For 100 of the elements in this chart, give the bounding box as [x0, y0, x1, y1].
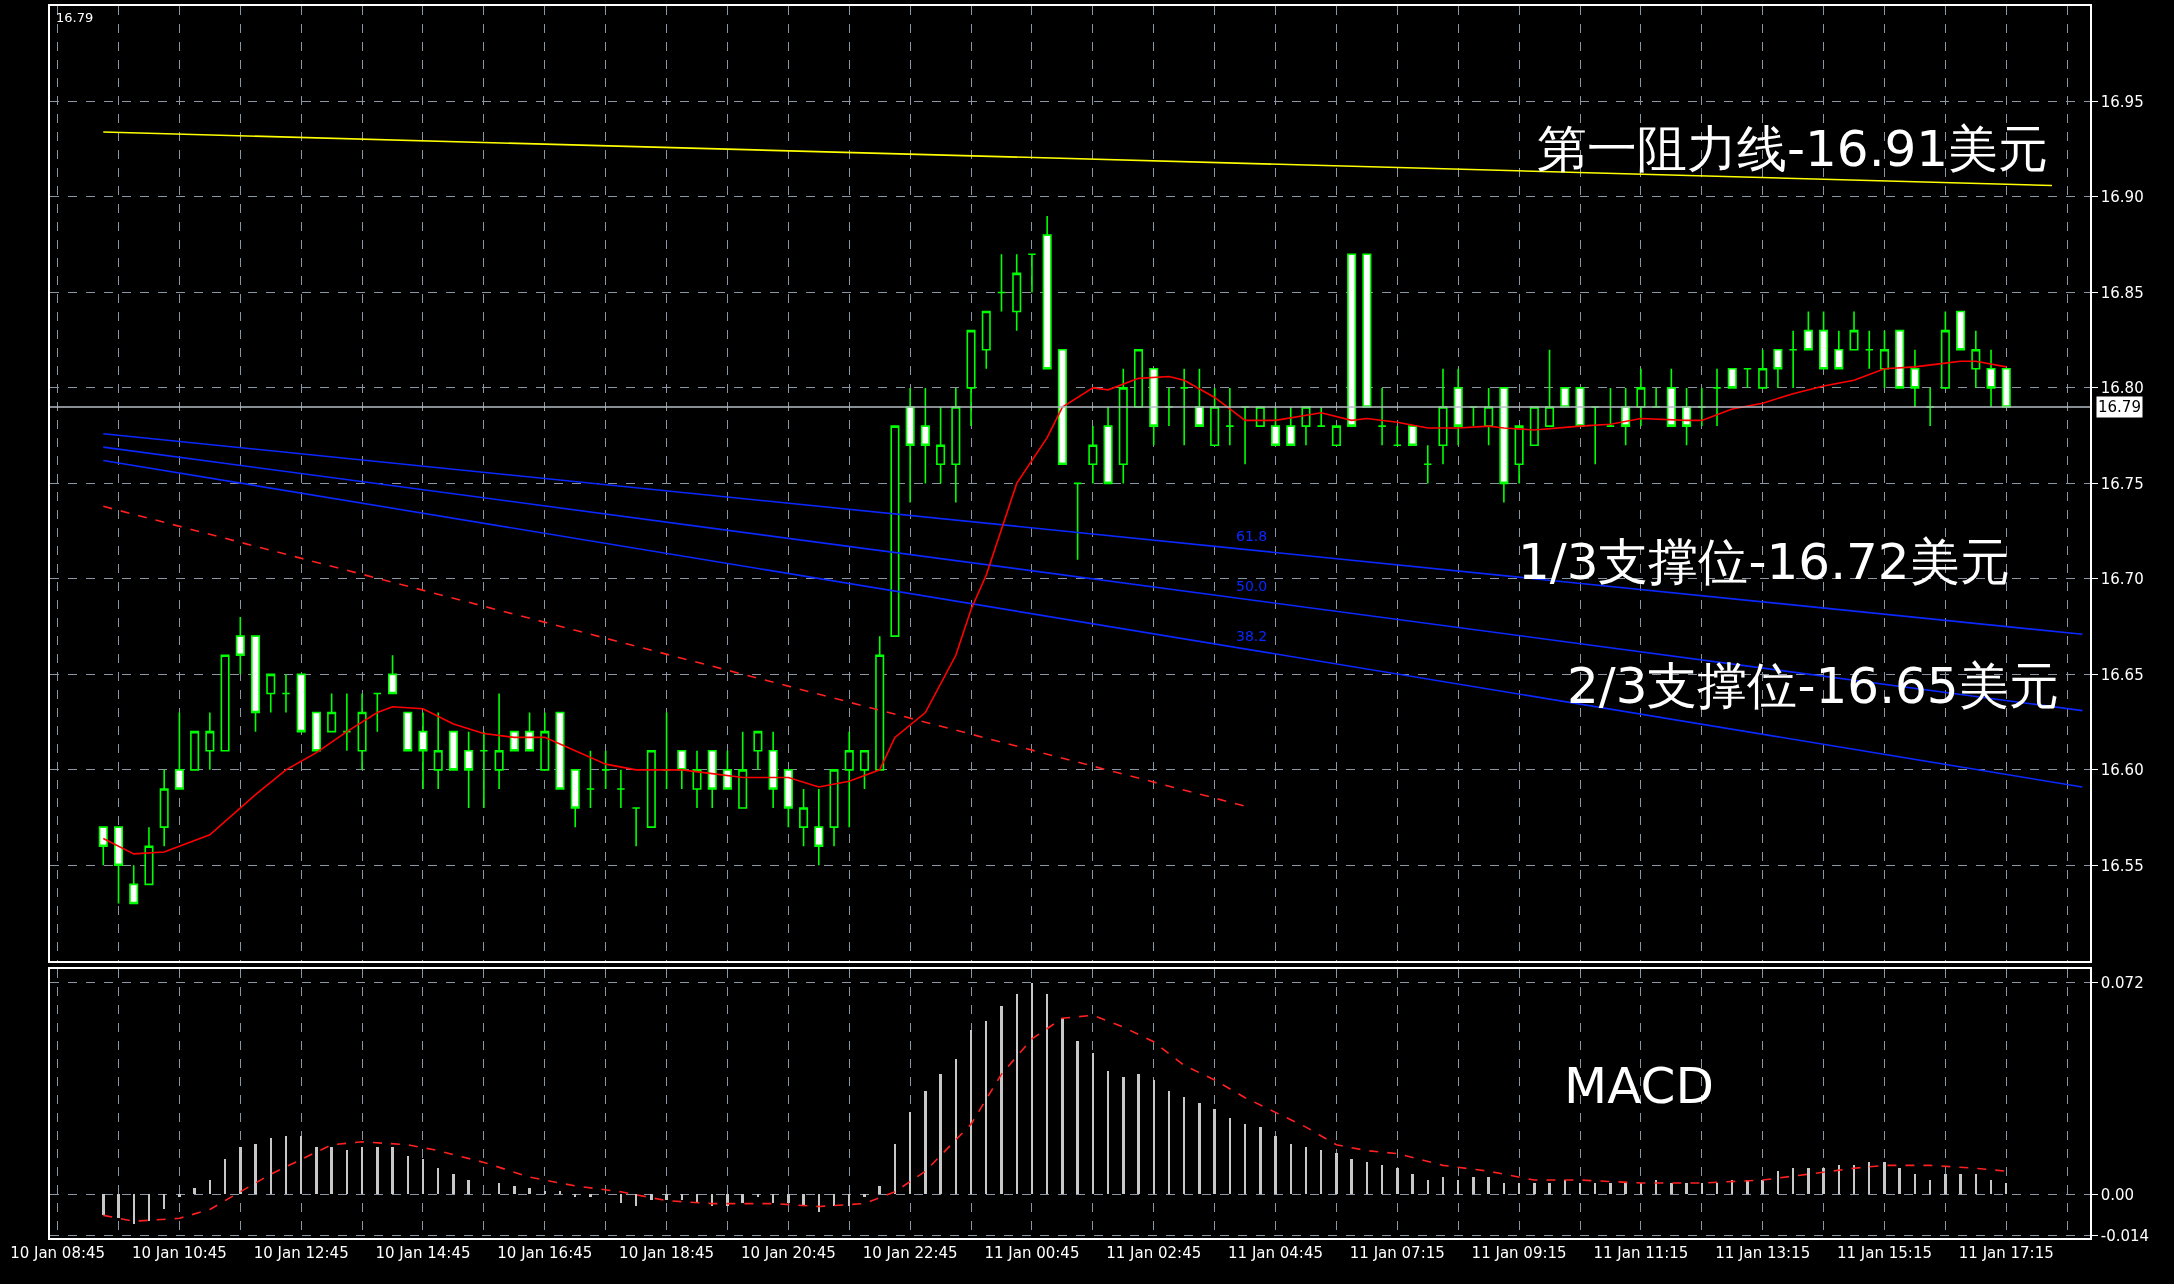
- bar: [955, 1059, 957, 1195]
- y-tick-label: 16.95: [2100, 92, 2144, 111]
- bar: [1777, 1171, 1779, 1195]
- bar: [878, 1186, 881, 1195]
- bar: [376, 1147, 379, 1195]
- candlestick: [342, 692, 352, 752]
- bar: [833, 1194, 835, 1207]
- candlestick: [1605, 387, 1615, 427]
- candlestick: [250, 635, 261, 733]
- x-tick-label: 10 Jan 14:45: [375, 1243, 471, 1262]
- annotation: 16.79: [56, 10, 94, 25]
- candlestick: [1438, 368, 1448, 466]
- candlestick: [1742, 368, 1752, 389]
- candlestick: [646, 749, 656, 828]
- bar: [467, 1180, 470, 1195]
- candlestick: [799, 788, 809, 848]
- bar: [1487, 1177, 1490, 1195]
- bar: [1594, 1183, 1596, 1195]
- bar: [209, 1180, 211, 1195]
- candlestick: [159, 769, 169, 848]
- y-tick-label: 16.60: [2100, 761, 2144, 780]
- bar: [1731, 1180, 1733, 1195]
- line-series: [102, 360, 2008, 855]
- candlestick: [1910, 348, 1920, 408]
- bar: [452, 1174, 455, 1195]
- bar: [1624, 1183, 1627, 1195]
- x-tick-label: 11 Jan 07:15: [1349, 1243, 1445, 1262]
- bar: [1959, 1174, 1962, 1195]
- bar: [1213, 1109, 1216, 1195]
- bar: [422, 1159, 424, 1195]
- bar: [270, 1138, 272, 1195]
- bar: [894, 1144, 896, 1195]
- candlestick: [1879, 329, 1890, 389]
- candlestick: [311, 711, 321, 752]
- bar: [1153, 1080, 1155, 1195]
- candlestick: [1073, 482, 1083, 561]
- candlestick: [1347, 253, 1357, 427]
- candlestick: [1118, 368, 1128, 485]
- candlestick: [1834, 329, 1844, 370]
- bar: [407, 1156, 409, 1195]
- bar: [726, 1194, 729, 1207]
- bar: [498, 1183, 500, 1195]
- x-tick-label: 11 Jan 13:15: [1715, 1243, 1811, 1262]
- candlestick: [920, 387, 930, 485]
- bar: [224, 1159, 226, 1195]
- candlestick: [1027, 253, 1037, 294]
- bar: [787, 1194, 790, 1204]
- bar: [1579, 1183, 1581, 1195]
- candlestick: [418, 711, 428, 790]
- bar: [741, 1194, 744, 1204]
- bar: [1046, 994, 1048, 1195]
- candlestick: [1392, 425, 1402, 447]
- candlestick: [570, 769, 580, 828]
- candlestick: [1560, 387, 1570, 408]
- candlestick: [738, 730, 748, 809]
- candlestick: [601, 749, 611, 790]
- candlestick: [1286, 406, 1296, 447]
- candlestick: [144, 826, 154, 886]
- candlestick: [266, 673, 276, 714]
- candlestick: [1331, 425, 1341, 447]
- bar: [1061, 1018, 1064, 1195]
- candlestick: [1895, 329, 1905, 389]
- bar: [665, 1194, 668, 1201]
- bar: [1792, 1168, 1794, 1195]
- bar: [1990, 1180, 1992, 1195]
- candlestick: [768, 730, 778, 809]
- bar: [681, 1194, 683, 1201]
- y-tick-label: 16.55: [2100, 856, 2144, 875]
- annotation: 第一阻力线-16.91美元: [1537, 120, 2049, 178]
- bar: [239, 1147, 242, 1195]
- candlestick: [722, 749, 732, 790]
- candlestick: [1362, 253, 1372, 408]
- x-tick-label: 10 Jan 16:45: [497, 1243, 593, 1262]
- candlestick: [1956, 310, 1966, 351]
- x-tick-label: 11 Jan 17:15: [1958, 1243, 2054, 1262]
- candlestick: [1986, 348, 1996, 408]
- bar: [1944, 1174, 1947, 1195]
- bar: [1244, 1124, 1246, 1195]
- candlestick: [2001, 368, 2011, 408]
- bar: [711, 1194, 713, 1207]
- x-tick-label: 10 Jan 08:45: [10, 1243, 106, 1262]
- candlestick: [205, 711, 215, 771]
- bar: [1670, 1183, 1673, 1195]
- bar: [1457, 1180, 1459, 1195]
- x-tick-label: 11 Jan 00:45: [984, 1243, 1080, 1262]
- bar: [939, 1074, 942, 1195]
- candlestick: [890, 425, 900, 637]
- candlestick: [1423, 444, 1433, 485]
- bar: [1107, 1071, 1109, 1195]
- bar: [346, 1150, 348, 1195]
- candlestick: [905, 387, 915, 504]
- candlestick: [464, 730, 474, 809]
- bar: [1701, 1183, 1703, 1195]
- bar: [1427, 1180, 1429, 1195]
- bar: [1305, 1147, 1307, 1195]
- candlestick: [1636, 368, 1646, 427]
- candlestick: [1088, 425, 1098, 485]
- candlestick: [388, 654, 398, 695]
- candlestick: [1971, 329, 1981, 389]
- series-label: 38.2: [1236, 628, 1268, 644]
